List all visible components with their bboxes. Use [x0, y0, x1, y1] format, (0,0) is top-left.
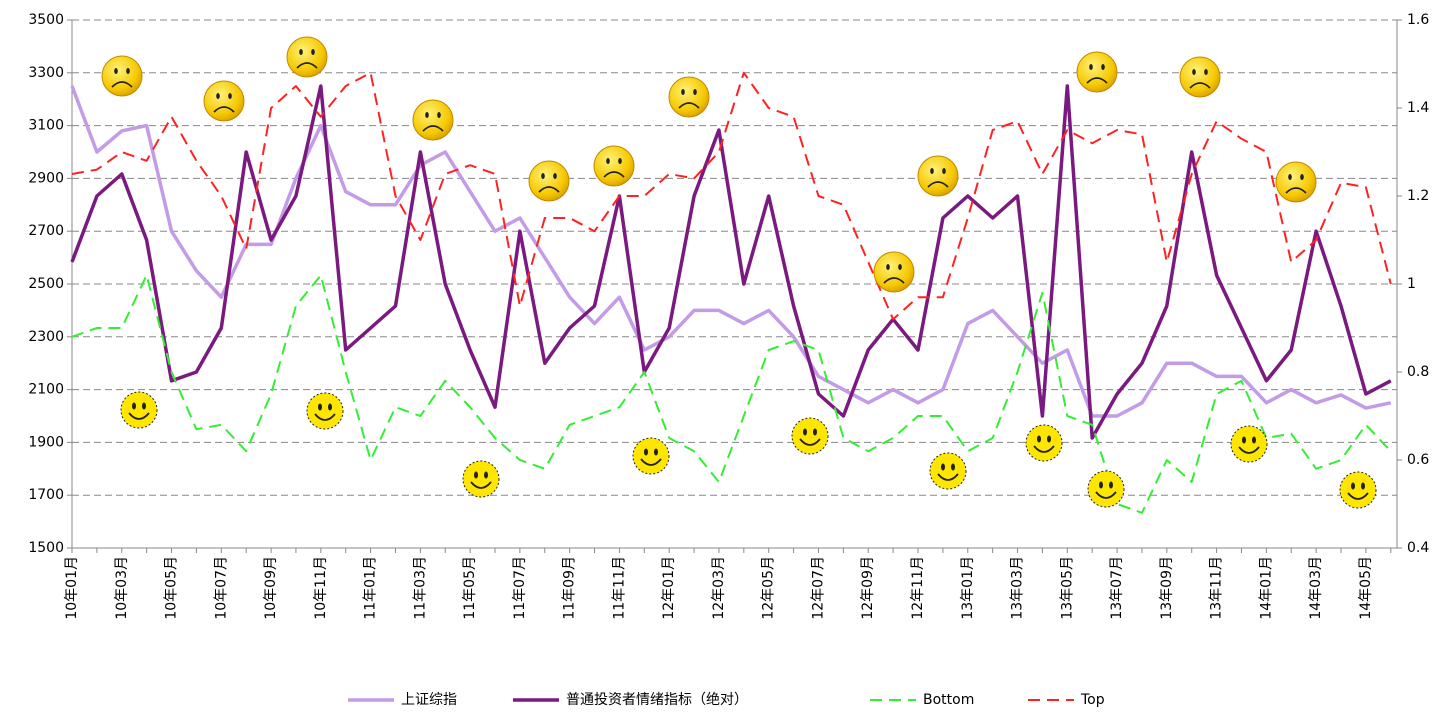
x-tick-label: 13年03月	[1010, 556, 1026, 620]
x-tick-label: 12年09月	[860, 556, 876, 620]
frown-icon	[412, 99, 454, 141]
y-tick-label: 1500	[28, 540, 64, 556]
x-tick-label: 13年05月	[1059, 556, 1075, 620]
frown-icon	[1076, 51, 1118, 93]
smile-icon	[791, 417, 829, 455]
y2-tick-label: 1	[1407, 276, 1416, 292]
y-tick-label: 2900	[28, 170, 64, 186]
series-line	[71, 274, 1392, 514]
frown-icon	[203, 80, 245, 122]
x-tick-label: 10年01月	[64, 556, 80, 620]
y-tick-label: 3500	[28, 12, 64, 28]
y-tick-label: 1700	[28, 487, 64, 503]
x-tick-label: 14年05月	[1358, 556, 1374, 620]
y2-tick-label: 0.4	[1407, 540, 1429, 556]
smile-icon	[462, 460, 500, 498]
x-tick-label: 13年07月	[1109, 556, 1125, 620]
y-tick-label: 2100	[28, 382, 64, 398]
x-tick-label: 12年11月	[910, 556, 926, 620]
legend-label: 上证综指	[401, 692, 457, 708]
x-tick-label: 10年03月	[114, 556, 130, 620]
x-tick-label: 10年11月	[313, 556, 329, 620]
smile-icon	[1339, 471, 1377, 509]
y2-tick-label: 0.8	[1407, 364, 1429, 380]
smile-icon	[1087, 470, 1125, 508]
x-tick-label: 14年01月	[1258, 556, 1274, 620]
series-line	[71, 71, 1392, 321]
y2-tick-label: 1.2	[1407, 188, 1429, 204]
smile-icon	[1230, 425, 1268, 463]
legend-label: Top	[1080, 692, 1105, 708]
x-tick-label: 11年05月	[462, 556, 478, 620]
smile-icon	[120, 391, 158, 429]
x-tick-label: 12年01月	[661, 556, 677, 620]
y-tick-label: 1900	[28, 434, 64, 450]
y2-tick-label: 1.6	[1407, 12, 1429, 28]
frown-icon	[1179, 56, 1221, 98]
frown-icon	[917, 155, 959, 197]
smile-icon	[632, 437, 670, 475]
x-tick-label: 14年03月	[1308, 556, 1324, 620]
frown-icon	[873, 251, 915, 293]
x-tick-label: 13年01月	[960, 556, 976, 620]
x-tick-label: 11年01月	[363, 556, 379, 620]
frown-icon	[101, 55, 143, 97]
x-tick-label: 12年05月	[761, 556, 777, 620]
plot-area: 1500 1700 1900 2100 2300 2500 2700 2900 3100 3300…	[28, 12, 1429, 620]
x-tick-label: 11年09月	[562, 556, 578, 620]
x-tick-label: 13年09月	[1159, 556, 1175, 620]
y-tick-label: 2700	[28, 223, 64, 239]
series-line	[70, 85, 1392, 418]
frown-icon	[668, 76, 710, 118]
x-tick-label: 11年03月	[412, 556, 428, 620]
x-tick-label: 10年09月	[263, 556, 279, 620]
x-tick-label: 10年05月	[164, 556, 180, 620]
frown-icon	[528, 160, 570, 202]
y2-tick-label: 0.6	[1407, 452, 1429, 468]
x-tick-label: 12年03月	[711, 556, 727, 620]
x-tick-label: 10年07月	[213, 556, 229, 620]
x-tick-label: 12年07月	[810, 556, 826, 620]
legend-label: Bottom	[923, 692, 974, 708]
y-tick-label: 2500	[28, 276, 64, 292]
y2-tick-label: 1.4	[1407, 100, 1429, 116]
smile-icon	[1025, 424, 1063, 462]
legend-label: 普通投资者情绪指标（绝对）	[566, 692, 748, 708]
x-tick-label: 13年11月	[1209, 556, 1225, 620]
emoticons	[101, 36, 1377, 509]
smile-icon	[306, 392, 344, 430]
series-line	[70, 84, 1392, 440]
frown-icon	[1275, 161, 1317, 203]
smile-icon	[929, 452, 967, 490]
frown-icon	[286, 36, 328, 78]
y-tick-label: 3300	[28, 65, 64, 81]
x-tick-label: 11年07月	[512, 556, 528, 620]
frown-icon	[593, 145, 635, 187]
y-tick-label: 2300	[28, 329, 64, 345]
y-tick-label: 3100	[28, 118, 64, 134]
x-tick-label: 11年11月	[611, 556, 627, 620]
